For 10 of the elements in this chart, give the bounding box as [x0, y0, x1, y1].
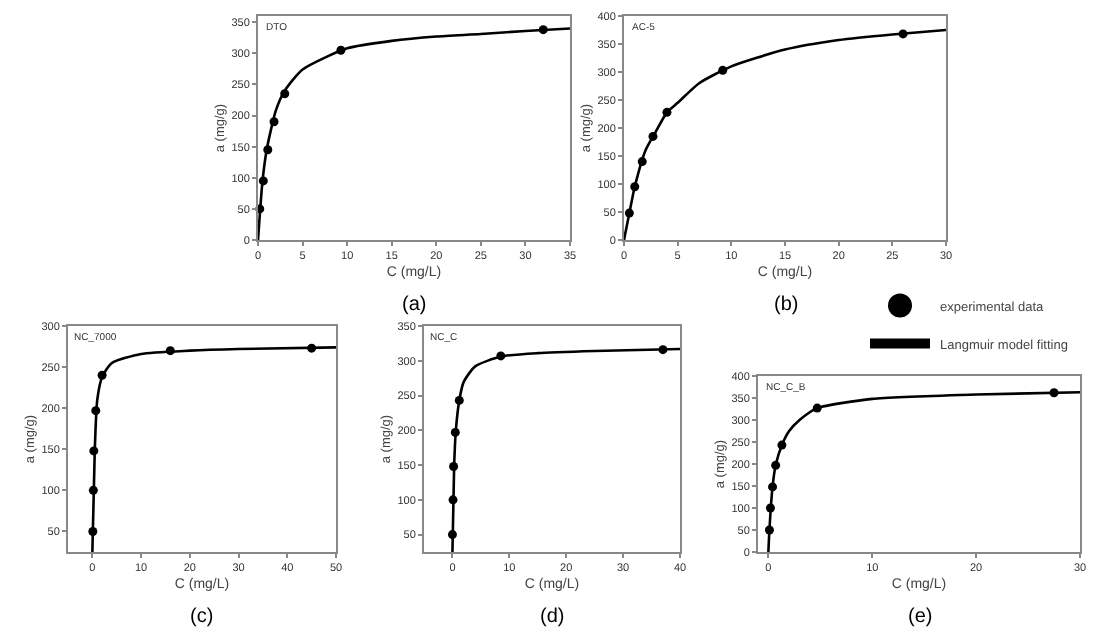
text: (e) [908, 606, 933, 628]
text: (c) [190, 606, 214, 628]
line-series [91, 346, 336, 552]
line-series [451, 347, 680, 552]
line-series [767, 390, 1080, 552]
text: (d) [540, 606, 565, 628]
text: (b) [774, 294, 799, 316]
line-series [624, 28, 946, 240]
line-series [258, 27, 570, 240]
text: (a) [402, 294, 427, 316]
